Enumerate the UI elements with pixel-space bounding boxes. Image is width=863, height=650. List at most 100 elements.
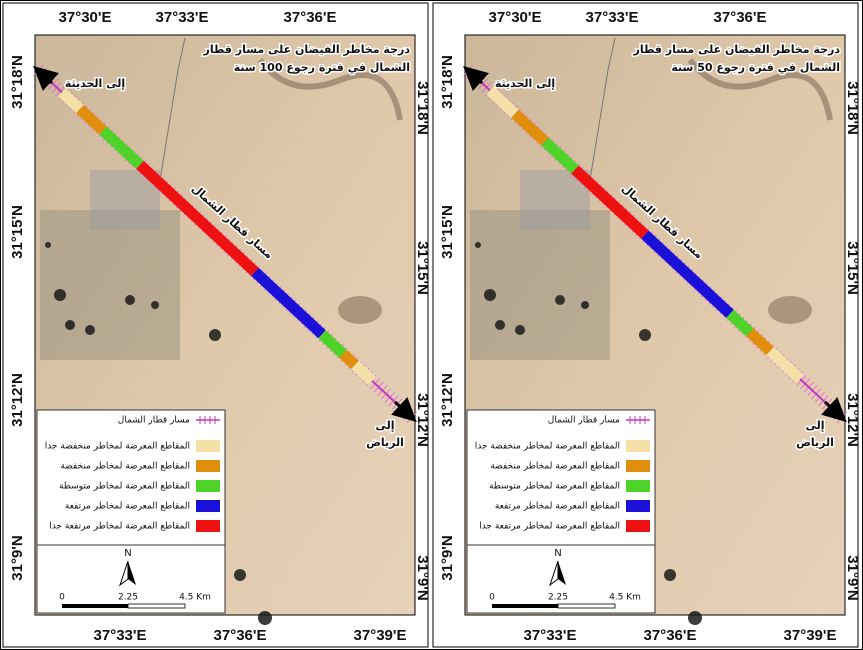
north-label: N	[124, 548, 131, 559]
pivot-field	[495, 320, 505, 330]
longitude-label: 37°36'E	[644, 627, 697, 644]
destination-label: إلى الحديثة	[65, 77, 125, 90]
risk-segment	[99, 126, 144, 169]
farmland	[470, 210, 610, 360]
latitude-label: 31°9'N	[439, 535, 456, 580]
legend-label: المقاطع المعرضة لمخاطر متوسطة	[59, 482, 190, 492]
pivot-field	[484, 289, 496, 301]
pivot-field	[45, 242, 51, 248]
ridges	[687, 58, 833, 121]
longitude-label: 37°30'E	[489, 9, 542, 26]
latitude-label: 31°12'N	[414, 393, 431, 447]
pivot-field	[664, 569, 676, 581]
map-panel: درجة مخاطر الفيضان على مسار قطار الشمال ف…	[432, 2, 861, 648]
farmland	[40, 210, 180, 360]
scale-label: 4.5 Km	[609, 593, 641, 603]
legend-swatch	[626, 440, 650, 452]
scale-bar	[62, 604, 128, 608]
risk-segment	[351, 360, 376, 385]
scale-label: 0	[489, 593, 495, 603]
scale-label: 2.25	[548, 593, 568, 603]
legend-label: مسار قطار الشمال	[548, 416, 620, 426]
pivot-field	[209, 329, 221, 341]
hill	[768, 296, 812, 324]
latitude-label: 31°12'N	[439, 373, 456, 427]
risk-segment	[318, 330, 347, 358]
risk-segment	[541, 137, 579, 174]
risk-segment	[251, 267, 326, 339]
arrow-north	[33, 65, 59, 91]
destination-label: الرياض	[366, 436, 404, 449]
longitude-label: 37°30'E	[59, 9, 112, 26]
legend-swatch	[196, 460, 220, 472]
destination-label: الرياض	[796, 436, 834, 449]
legend-label: المقاطع المعرضة لمخاطر منخفضة جدا	[45, 442, 190, 452]
latitude-label: 31°12'N	[9, 373, 26, 427]
latitude-label: 31°15'N	[844, 241, 861, 295]
legend-box	[36, 409, 226, 546]
latitude-label: 31°9'N	[9, 535, 26, 580]
risk-segment	[746, 328, 774, 356]
longitude-label: 37°36'E	[284, 9, 337, 26]
latitude-label: 31°12'N	[844, 393, 861, 447]
longitude-label: 37°39'E	[784, 627, 837, 644]
pivot-field	[54, 289, 66, 301]
pivot-field	[515, 325, 525, 335]
latitude-label: 31°18'N	[9, 55, 26, 109]
latitude-label: 31°9'N	[844, 555, 861, 600]
risk-segment	[766, 346, 804, 383]
map-title: الشمال في فترة رجوع 100 سنة	[234, 61, 410, 74]
latitude-label: 31°18'N	[844, 81, 861, 135]
scale-bar	[557, 603, 616, 609]
risk-segment	[641, 230, 734, 318]
risk-segment	[486, 86, 519, 118]
longitude-label: 37°36'E	[714, 9, 767, 26]
scale-bar	[127, 603, 186, 609]
legend-swatch	[196, 500, 220, 512]
pivot-field	[234, 569, 246, 581]
pivot-field	[65, 320, 75, 330]
map-title: الشمال في فترة رجوع 50 سنة	[671, 61, 840, 74]
north-arrow	[128, 561, 136, 585]
pivot-field	[639, 329, 651, 341]
road	[589, 37, 616, 181]
latitude-label: 31°9'N	[414, 555, 431, 600]
latitude-label: 31°15'N	[9, 205, 26, 259]
north-label: N	[554, 548, 561, 559]
risk-segment	[511, 109, 549, 146]
pivot-field	[581, 301, 589, 309]
risk-segment	[571, 165, 649, 239]
legend-label: المقاطع المعرضة لمخاطر منخفضة	[490, 462, 620, 472]
pivot-field	[151, 301, 159, 309]
map-title: درجة مخاطر الفيضان على مسار قطار	[203, 43, 411, 56]
pivot-field	[125, 295, 135, 305]
pivot-field	[555, 295, 565, 305]
risk-segment	[339, 349, 359, 369]
pivot-field	[688, 611, 702, 625]
longitude-label: 37°33'E	[524, 627, 577, 644]
arrow-south	[391, 397, 417, 423]
destination-label: إلى	[805, 419, 824, 432]
legend-label: المقاطع المعرضة لمخاطر مرتفعة	[65, 502, 190, 512]
legend-label: المقاطع المعرضة لمخاطر مرتفعة	[495, 502, 620, 512]
legend-label: المقاطع المعرضة لمخاطر مرتفعة جدا	[49, 522, 190, 532]
legend-label: المقاطع المعرضة لمخاطر متوسطة	[489, 482, 620, 492]
scale-label: 4.5 Km	[179, 593, 211, 603]
risk-segment	[726, 309, 754, 337]
map-panel: درجة مخاطر الفيضان على مسار قطار الشمال ف…	[2, 2, 431, 648]
legend-box	[466, 409, 656, 546]
scale-label: 2.25	[118, 593, 138, 603]
longitude-label: 37°36'E	[214, 627, 267, 644]
pivot-field	[258, 611, 272, 625]
latitude-label: 31°18'N	[439, 55, 456, 109]
legend-label: مسار قطار الشمال	[118, 416, 190, 426]
longitude-label: 37°39'E	[354, 627, 407, 644]
scale-bar	[492, 604, 558, 608]
scale-label: 0	[59, 593, 65, 603]
legend-label: المقاطع المعرضة لمخاطر منخفضة	[60, 462, 190, 472]
map-title: درجة مخاطر الفيضان على مسار قطار	[633, 43, 841, 56]
legend-swatch	[626, 520, 650, 532]
longitude-label: 37°33'E	[156, 9, 209, 26]
legend-swatch	[626, 460, 650, 472]
